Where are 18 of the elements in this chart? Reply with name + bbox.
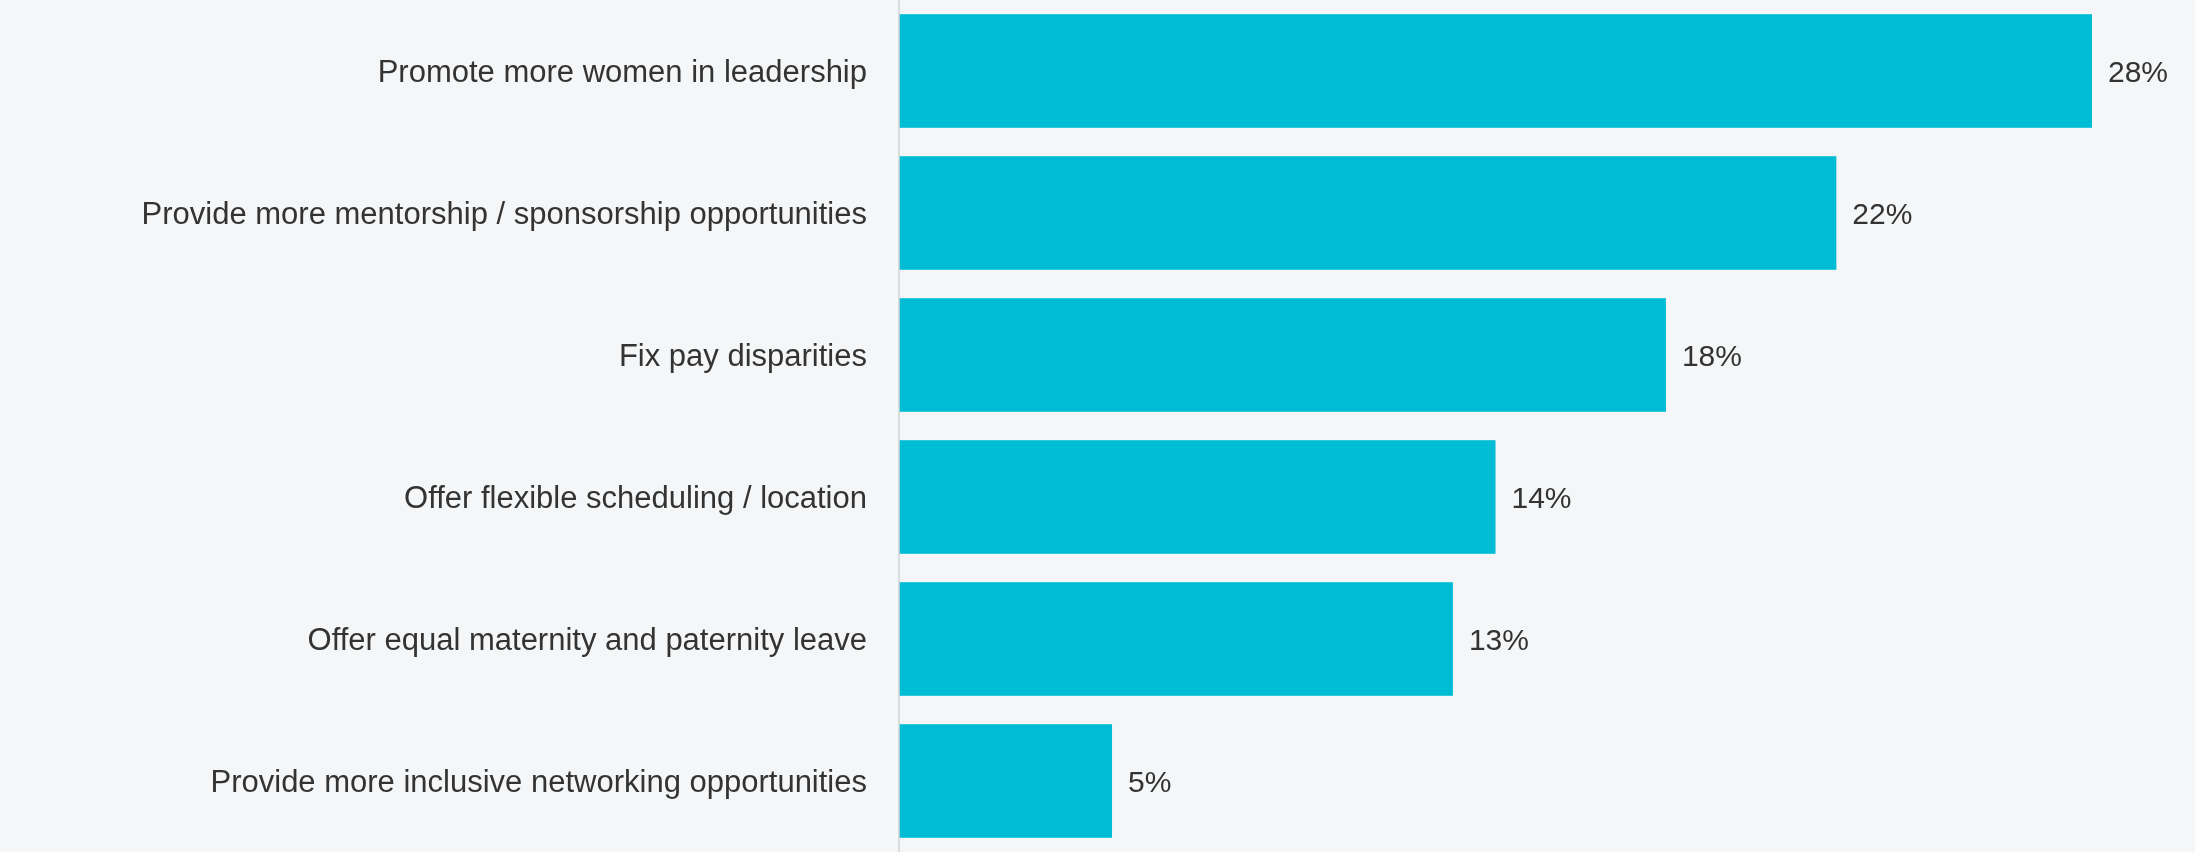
- y-tick-label: Provide more mentorship / sponsorship opportunities: [141, 195, 867, 231]
- data-label: 14%: [1511, 480, 1572, 514]
- bar: [899, 298, 1666, 412]
- y-tick-label: Offer flexible scheduling / location: [404, 479, 867, 515]
- data-label: 28%: [2108, 54, 2169, 88]
- y-tick-label: Fix pay disparities: [618, 337, 867, 373]
- bar: [899, 440, 1496, 554]
- bar: [899, 582, 1453, 696]
- bar: [899, 156, 1837, 270]
- data-label: 13%: [1468, 622, 1529, 656]
- data-label: 18%: [1681, 338, 1742, 372]
- y-tick-label: Provide more inclusive networking opportunities: [210, 763, 867, 799]
- y-tick-label: Promote more women in leadership: [377, 53, 867, 89]
- data-label: 22%: [1852, 196, 1913, 230]
- bar: [899, 14, 2092, 128]
- data-label: 5%: [1128, 764, 1172, 798]
- y-tick-label: Offer equal maternity and paternity leave: [307, 621, 867, 657]
- bar: [899, 724, 1113, 838]
